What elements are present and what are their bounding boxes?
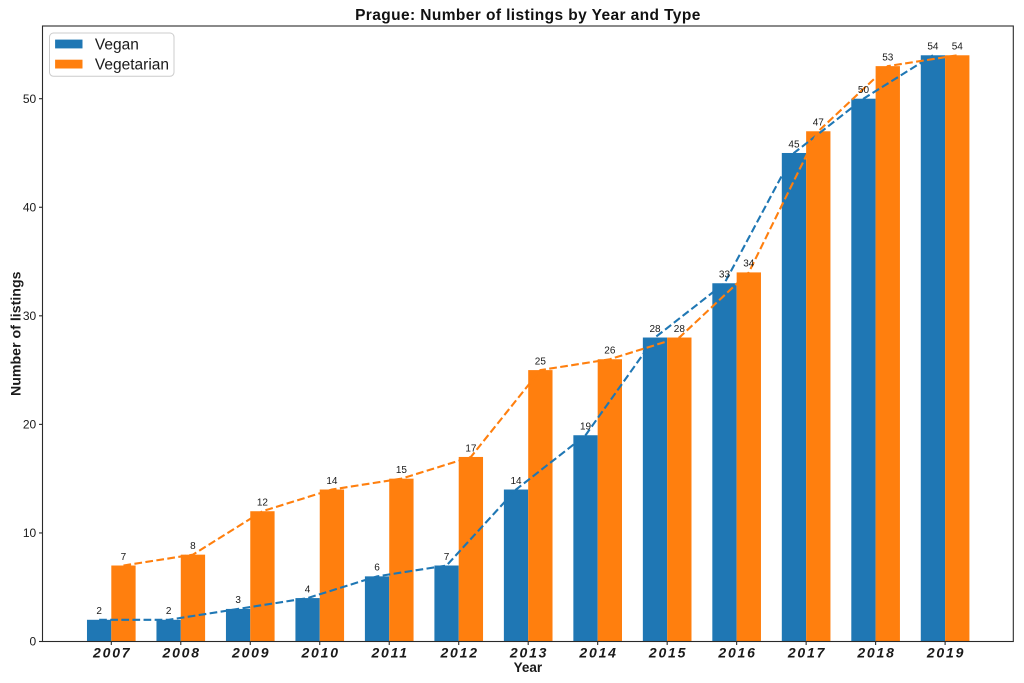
svg-text:50: 50 (23, 92, 37, 106)
svg-text:2010: 2010 (300, 645, 339, 661)
svg-text:54: 54 (927, 42, 939, 53)
svg-text:53: 53 (882, 52, 894, 63)
svg-text:40: 40 (23, 200, 37, 214)
svg-text:2: 2 (166, 606, 172, 617)
svg-text:Vegan: Vegan (95, 37, 139, 54)
svg-text:26: 26 (604, 346, 616, 357)
svg-text:34: 34 (743, 259, 755, 270)
svg-text:54: 54 (952, 42, 964, 53)
svg-text:7: 7 (121, 552, 127, 563)
svg-text:Vegetarian: Vegetarian (95, 57, 169, 74)
svg-text:14: 14 (326, 476, 338, 487)
svg-text:2018: 2018 (856, 645, 895, 661)
svg-text:2009: 2009 (231, 645, 270, 661)
svg-text:4: 4 (305, 584, 311, 595)
svg-text:19: 19 (580, 422, 592, 433)
svg-text:50: 50 (858, 85, 870, 96)
svg-text:2016: 2016 (717, 645, 756, 661)
svg-text:2015: 2015 (648, 645, 687, 661)
svg-text:15: 15 (396, 465, 408, 476)
svg-text:Year: Year (514, 660, 543, 675)
svg-text:2014: 2014 (578, 645, 617, 661)
svg-text:20: 20 (23, 418, 37, 432)
svg-text:Number of listings: Number of listings (8, 271, 24, 396)
svg-text:30: 30 (23, 309, 37, 323)
svg-text:3: 3 (235, 595, 241, 606)
svg-text:8: 8 (190, 541, 196, 552)
svg-text:12: 12 (257, 498, 269, 509)
svg-text:45: 45 (788, 139, 800, 150)
svg-text:2013: 2013 (509, 645, 548, 661)
svg-text:2011: 2011 (370, 645, 408, 661)
svg-text:7: 7 (444, 552, 450, 563)
svg-text:2: 2 (96, 606, 102, 617)
svg-text:2012: 2012 (439, 645, 478, 661)
svg-text:33: 33 (719, 270, 731, 281)
svg-text:2017: 2017 (787, 645, 826, 661)
svg-text:14: 14 (510, 476, 522, 487)
svg-text:28: 28 (649, 324, 661, 335)
svg-text:17: 17 (465, 443, 477, 454)
svg-text:47: 47 (813, 118, 825, 129)
svg-text:25: 25 (535, 356, 547, 367)
svg-text:Prague: Number of listings by: Prague: Number of listings by Year and T… (355, 7, 701, 24)
svg-text:28: 28 (674, 324, 686, 335)
svg-text:10: 10 (23, 526, 37, 540)
svg-text:2008: 2008 (162, 645, 201, 661)
svg-text:6: 6 (374, 563, 380, 574)
svg-text:2007: 2007 (92, 645, 131, 661)
svg-text:2019: 2019 (926, 645, 965, 661)
svg-text:0: 0 (30, 635, 37, 649)
